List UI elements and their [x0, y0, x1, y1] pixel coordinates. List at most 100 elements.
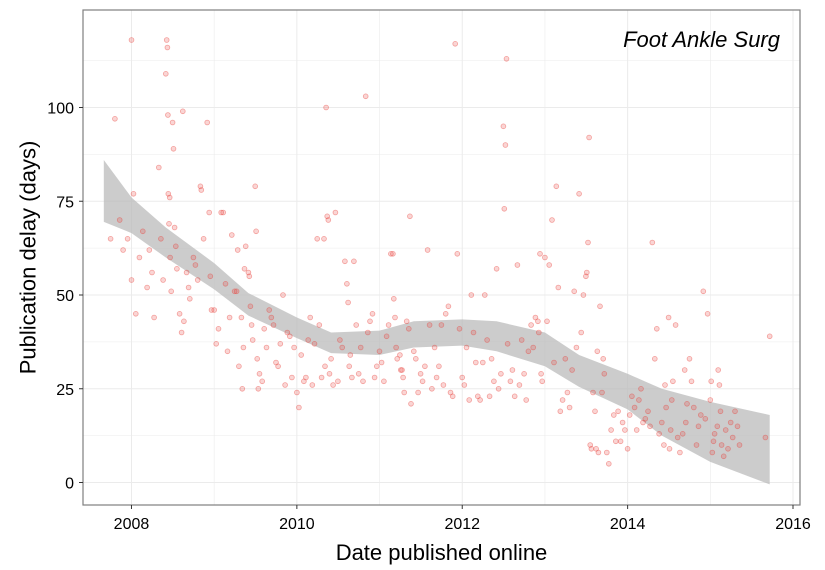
data-point	[107, 236, 114, 242]
data-point	[326, 370, 333, 377]
data-point	[481, 292, 488, 298]
data-point	[544, 318, 550, 325]
data-point	[116, 217, 123, 223]
data-point	[273, 359, 279, 366]
data-point	[248, 322, 255, 328]
data-point	[240, 344, 247, 351]
data-point	[636, 397, 642, 403]
data-point	[322, 363, 328, 370]
data-point	[415, 389, 421, 396]
data-point	[410, 348, 417, 355]
data-point	[571, 288, 577, 295]
data-point	[165, 191, 172, 197]
data-point	[332, 209, 339, 216]
data-point	[493, 265, 500, 272]
data-point	[718, 442, 725, 448]
data-point	[347, 352, 354, 358]
data-point	[270, 322, 277, 328]
data-point	[197, 183, 204, 190]
data-point	[518, 337, 525, 343]
data-point	[429, 385, 435, 392]
data-point	[325, 217, 332, 223]
data-point	[266, 307, 273, 313]
data-point	[263, 344, 270, 351]
data-point	[549, 217, 555, 223]
data-point	[580, 292, 587, 298]
data-point	[594, 348, 601, 355]
data-point	[702, 415, 709, 422]
data-point	[470, 329, 477, 336]
data-point	[291, 344, 297, 351]
data-point	[700, 288, 707, 295]
data-point	[707, 397, 714, 403]
data-point	[442, 310, 449, 317]
data-point	[342, 258, 348, 265]
data-point	[477, 397, 483, 403]
data-point	[206, 209, 213, 216]
data-point	[351, 258, 357, 265]
data-point	[407, 213, 413, 220]
data-point	[509, 367, 516, 373]
data-point	[397, 367, 404, 373]
data-point	[373, 363, 380, 370]
data-point	[412, 355, 419, 362]
data-point	[530, 344, 536, 351]
data-point	[236, 363, 242, 370]
data-point	[245, 269, 252, 276]
data-point	[642, 415, 649, 422]
data-point	[183, 269, 190, 276]
data-point	[307, 314, 314, 321]
data-point	[732, 408, 738, 415]
data-point	[144, 284, 150, 291]
data-point	[385, 322, 392, 328]
data-point	[286, 333, 293, 340]
data-point	[268, 314, 275, 321]
data-point	[393, 344, 399, 351]
x-axis-title: Date published online	[336, 540, 548, 565]
data-point	[605, 460, 612, 467]
data-point	[677, 449, 683, 456]
data-point	[599, 389, 605, 396]
data-point	[449, 393, 456, 400]
data-point	[305, 337, 312, 343]
data-point	[253, 228, 259, 235]
data-point	[190, 254, 197, 261]
data-point	[638, 385, 644, 392]
data-point	[383, 333, 390, 340]
data-point	[112, 116, 118, 122]
data-point	[390, 251, 396, 257]
data-point	[672, 322, 679, 328]
data-point	[538, 370, 544, 377]
data-point	[624, 445, 631, 452]
data-point	[371, 374, 378, 381]
data-point	[378, 359, 385, 366]
data-point	[316, 322, 323, 328]
data-point	[583, 269, 590, 276]
points-layer	[107, 37, 773, 467]
data-point	[277, 340, 284, 347]
data-point	[501, 206, 508, 212]
data-point	[488, 355, 495, 362]
data-point	[381, 378, 387, 385]
data-point	[170, 146, 177, 152]
data-point	[151, 314, 157, 321]
data-point	[663, 404, 669, 411]
data-point	[631, 404, 638, 411]
data-point	[736, 442, 743, 448]
data-point	[542, 254, 548, 261]
data-point	[708, 378, 714, 385]
data-point	[626, 412, 633, 418]
data-point	[187, 295, 193, 302]
data-point	[666, 445, 673, 452]
data-point	[198, 187, 205, 193]
data-point	[766, 333, 773, 340]
data-point	[595, 449, 602, 456]
data-point	[656, 430, 662, 437]
y-tick-label: 50	[56, 288, 74, 305]
data-point	[337, 337, 343, 343]
data-point	[360, 378, 366, 385]
data-point	[521, 370, 527, 377]
data-point	[709, 449, 716, 456]
data-point	[693, 442, 700, 448]
